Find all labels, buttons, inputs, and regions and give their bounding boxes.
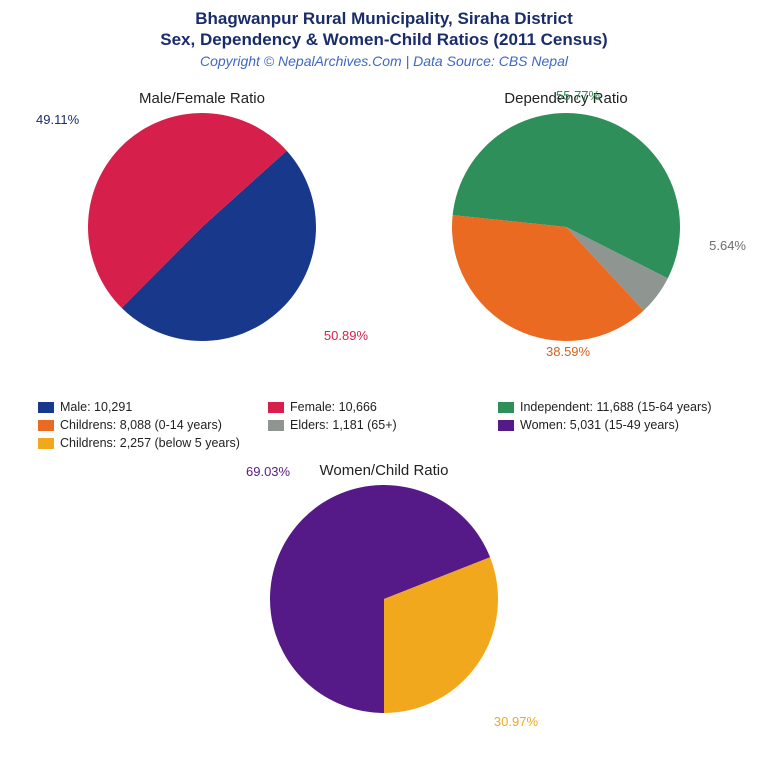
legend-label: Women: 5,031 (15-49 years) bbox=[520, 418, 679, 432]
dependency-ratio-chart: Dependency Ratio 55.77% 5.64% 38.59% bbox=[406, 90, 726, 341]
legend-label: Male: 10,291 bbox=[60, 400, 132, 414]
sex-male-pct-label: 49.11% bbox=[36, 112, 79, 127]
legend-item-children: Childrens: 8,088 (0-14 years) bbox=[38, 418, 248, 432]
legend-label: Childrens: 8,088 (0-14 years) bbox=[60, 418, 222, 432]
legend-item-independent: Independent: 11,688 (15-64 years) bbox=[498, 400, 712, 414]
legend-swatch bbox=[498, 402, 514, 413]
legend-swatch bbox=[38, 438, 54, 449]
womenchild-women-pct-label: 69.03% bbox=[246, 464, 290, 479]
dependency-children-pct-label: 38.59% bbox=[546, 344, 590, 359]
womenchild-children-pct-label: 30.97% bbox=[494, 714, 538, 729]
women-child-ratio-chart: Women/Child Ratio 69.03% 30.97% bbox=[224, 462, 544, 713]
legend: Male: 10,291 Female: 10,666 Independent: 1… bbox=[38, 400, 732, 450]
legend-item-elders: Elders: 1,181 (65+) bbox=[268, 418, 478, 432]
legend-swatch bbox=[268, 402, 284, 413]
title-line2: Sex, Dependency & Women-Child Ratios (20… bbox=[160, 30, 607, 49]
legend-item-women: Women: 5,031 (15-49 years) bbox=[498, 418, 708, 432]
legend-swatch bbox=[498, 420, 514, 431]
legend-swatch bbox=[38, 402, 54, 413]
legend-item-children_u5: Childrens: 2,257 (below 5 years) bbox=[38, 436, 248, 450]
womenchild-pie bbox=[270, 485, 498, 713]
dependency-independent-pct-label: 55.77% bbox=[556, 88, 600, 103]
legend-label: Childrens: 2,257 (below 5 years) bbox=[60, 436, 240, 450]
legend-item-female: Female: 10,666 bbox=[268, 400, 478, 414]
title-line1: Bhagwanpur Rural Municipality, Siraha Di… bbox=[195, 9, 573, 28]
page-subtitle: Copyright © NepalArchives.Com | Data Sou… bbox=[0, 53, 768, 69]
sex-chart-title: Male/Female Ratio bbox=[42, 90, 362, 107]
legend-item-male: Male: 10,291 bbox=[38, 400, 248, 414]
legend-label: Independent: 11,688 (15-64 years) bbox=[520, 400, 712, 414]
page-title: Bhagwanpur Rural Municipality, Siraha Di… bbox=[0, 0, 768, 51]
sex-female-pct-label: 50.89% bbox=[324, 328, 368, 343]
legend-label: Elders: 1,181 (65+) bbox=[290, 418, 397, 432]
sex-pie bbox=[88, 113, 316, 341]
dependency-elders-pct-label: 5.64% bbox=[709, 238, 746, 253]
legend-swatch bbox=[268, 420, 284, 431]
dependency-pie bbox=[452, 113, 680, 341]
legend-label: Female: 10,666 bbox=[290, 400, 377, 414]
sex-ratio-chart: Male/Female Ratio 49.11% 50.89% bbox=[42, 90, 362, 341]
legend-swatch bbox=[38, 420, 54, 431]
